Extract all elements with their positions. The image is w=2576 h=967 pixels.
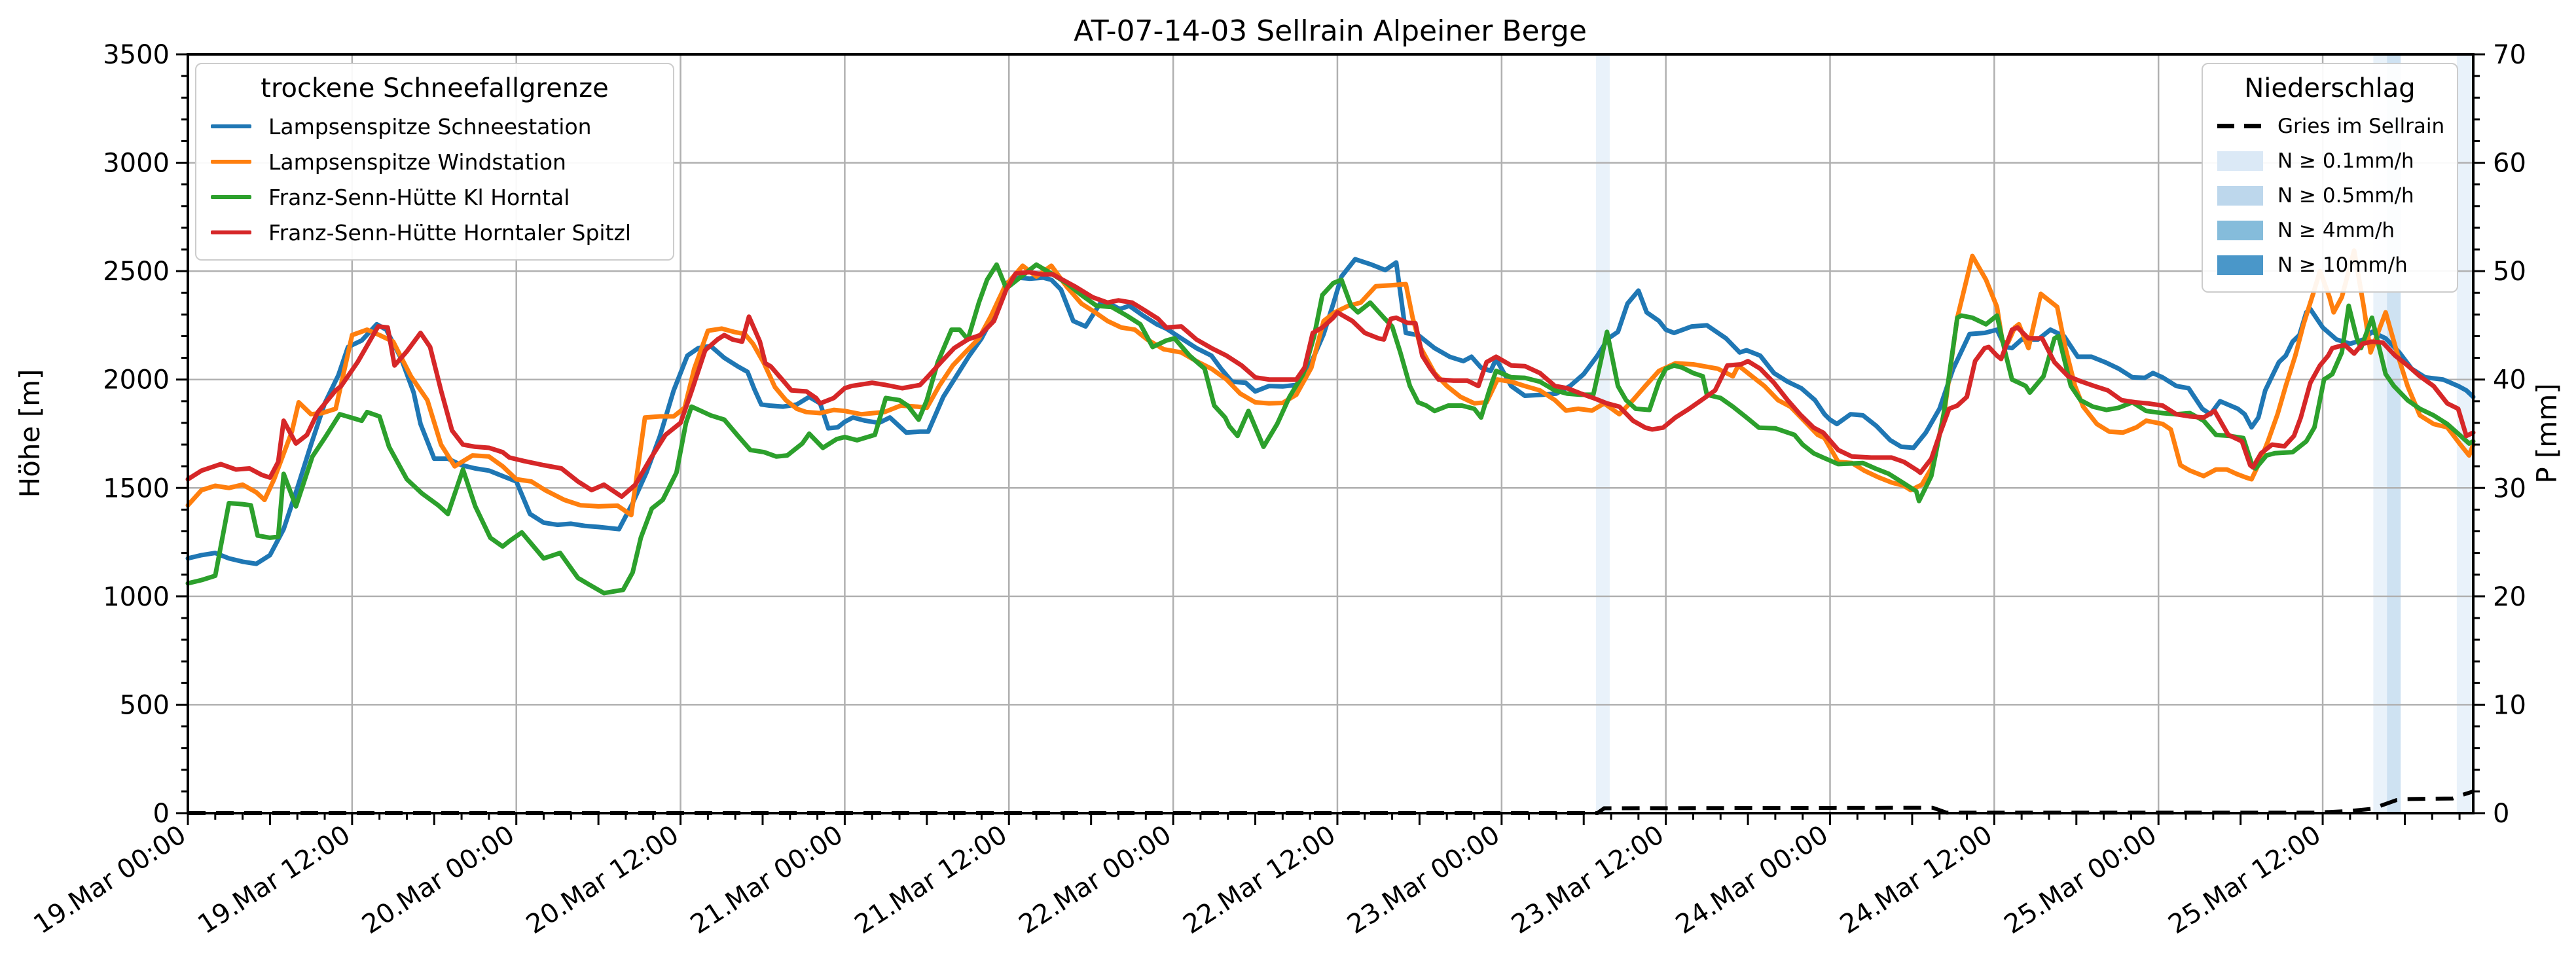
x-tick-label: 21.Mar 12:00 [850,820,1013,940]
x-tick-label: 21.Mar 00:00 [685,820,848,940]
legend-item-gries-im-sellrain: Gries im Sellrain [2217,109,2445,143]
legend-label: N ≥ 0.5mm/h [2277,183,2414,208]
legend-label: Lampsenspitze Windstation [268,149,566,175]
band-swatch-0.1 [2217,151,2263,171]
legend-item-horntaler-spitzl: Franz-Senn-Hütte Horntaler Spitzl [211,215,659,250]
precip-dashed-line [188,790,2474,815]
legend-precipitation: Niederschlag Gries im Sellrain N ≥ 0.1mm… [2202,63,2458,293]
x-tick-label: 24.Mar 12:00 [1835,820,1998,940]
y-axis-label-left: Höhe [m] [14,369,46,498]
legend-label: N ≥ 0.1mm/h [2277,149,2414,173]
x-tick-label: 25.Mar 12:00 [2163,820,2326,940]
series-lines [185,248,2476,596]
y-left-tick-label: 1500 [103,473,170,503]
legend-label: N ≥ 4mm/h [2277,218,2395,242]
y-right-tick-label: 20 [2493,582,2526,612]
series-Lampsenspitze Schneestation [185,257,2476,566]
band-swatch-10 [2217,255,2263,275]
y-left-tick-label: 2500 [103,257,170,287]
precip-band [1596,54,1610,813]
y-left-tick-label: 3000 [103,149,170,179]
y-left-tick-label: 2000 [103,365,170,395]
x-tick-label: 20.Mar 00:00 [357,820,520,940]
x-tick-label: 23.Mar 00:00 [1342,820,1505,940]
legend-item-windstation: Lampsenspitze Windstation [211,144,659,179]
line-swatch-orange [211,160,251,164]
series-Franz-Senn-Hütte Kl Horntal [185,262,2476,596]
legend-snowfall-title: trockene Schneefallgrenze [261,73,609,103]
precip-line-gries-im-sellrain [188,790,2474,815]
legend-item-kl-horntal: Franz-Senn-Hütte Kl Horntal [211,179,659,215]
legend-item-schneestation: Lampsenspitze Schneestation [211,109,659,144]
axes-spines [187,53,2475,814]
chart-title: AT-07-14-03 Sellrain Alpeiner Berge [1074,14,1587,48]
y-right-tick-label: 70 [2493,40,2526,70]
y-left-tick-label: 1000 [103,582,170,612]
y-left-tick-label: 3500 [103,40,170,70]
y-right-tick-label: 10 [2493,690,2526,720]
axis-ticks [176,53,2485,825]
y-right-tick-label: 60 [2493,149,2526,179]
x-tick-label: 19.Mar 12:00 [192,820,355,940]
y-right-tick-label: 0 [2493,799,2509,829]
y-right-tick-label: 30 [2493,473,2526,503]
y-right-tick-label: 50 [2493,257,2526,287]
dashed-line-swatch [2217,124,2263,128]
y-left-tick-label: 0 [153,799,170,829]
y-left-tick-label: 500 [120,690,170,720]
x-tick-label: 22.Mar 00:00 [1014,820,1177,940]
legend-label: Franz-Senn-Hütte Kl Horntal [268,184,570,210]
x-tick-label: 25.Mar 00:00 [1999,820,2162,940]
legend-label: Gries im Sellrain [2277,114,2445,138]
line-swatch-red [211,230,251,234]
band-swatch-4 [2217,220,2263,240]
legend-label: N ≥ 10mm/h [2277,253,2408,277]
legend-label: Lampsenspitze Schneestation [268,113,592,139]
y-axis-label-right: P [mm] [2531,383,2563,483]
legend-snowfall-limit: trockene Schneefallgrenze Lampsenspitze … [195,63,674,261]
x-tick-label: 19.Mar 00:00 [28,820,191,940]
x-tick-label: 20.Mar 12:00 [521,820,684,940]
legend-precip-title: Niederschlag [2244,73,2416,103]
band-swatch-0.5 [2217,185,2263,206]
legend-item-band-10: N ≥ 10mm/h [2217,247,2442,282]
series-Franz-Senn-Hütte Horntaler Spitzl [185,270,2476,499]
series-Lampsenspitze Windstation [185,248,2476,518]
x-tick-label: 23.Mar 12:00 [1506,820,1669,940]
line-swatch-green [211,195,251,199]
legend-item-band-4: N ≥ 4mm/h [2217,213,2442,247]
x-tick-label: 22.Mar 12:00 [1178,820,1341,940]
legend-label: Franz-Senn-Hütte Horntaler Spitzl [268,219,631,246]
legend-item-band-01: N ≥ 0.1mm/h [2217,143,2442,178]
y-right-tick-label: 40 [2493,365,2526,395]
line-swatch-blue [211,124,251,128]
x-tick-label: 24.Mar 00:00 [1671,820,1834,940]
legend-item-band-05: N ≥ 0.5mm/h [2217,178,2442,213]
